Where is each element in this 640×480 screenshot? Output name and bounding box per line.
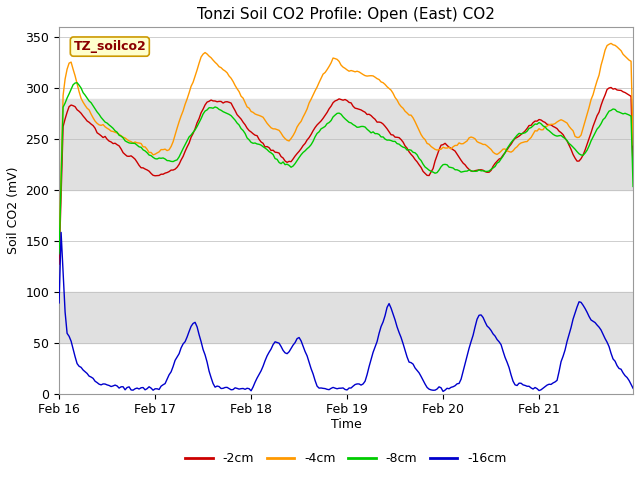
Text: TZ_soilco2: TZ_soilco2 (74, 40, 146, 53)
Bar (59, 98, 633, 190)
Y-axis label: Soil CO2 (mV): Soil CO2 (mV) (7, 167, 20, 254)
X-axis label: Time: Time (331, 418, 362, 431)
Legend: -2cm, -4cm, -8cm, -16cm: -2cm, -4cm, -8cm, -16cm (180, 447, 512, 470)
Title: Tonzi Soil CO2 Profile: Open (East) CO2: Tonzi Soil CO2 Profile: Open (East) CO2 (197, 7, 495, 22)
Bar (59, 292, 633, 343)
